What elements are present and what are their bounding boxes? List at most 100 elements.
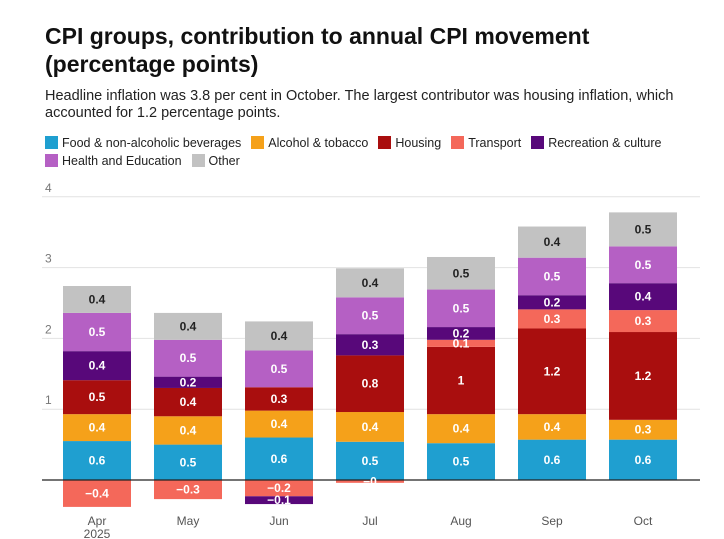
data-label: 0.3	[635, 314, 652, 328]
chart-title: CPI groups, contribution to annual CPI m…	[45, 23, 590, 77]
bar-segment	[518, 309, 586, 329]
bar-segment	[518, 295, 586, 310]
legend-item: Other	[191, 152, 240, 170]
data-label: 0.6	[89, 454, 106, 468]
bar-segment	[154, 387, 222, 417]
x-tick-sublabel: 2025	[84, 527, 111, 539]
data-label: 0.4	[180, 423, 197, 437]
x-tick-label: Apr	[88, 514, 107, 528]
legend-item: Food & non-alcoholic beverages	[45, 134, 241, 152]
data-label: 0.5	[453, 455, 470, 469]
data-label: 1.2	[544, 364, 561, 378]
data-label: 0.3	[544, 312, 561, 326]
bar-segment	[609, 310, 677, 333]
data-label: 0.5	[635, 258, 652, 272]
legend-label: Housing	[395, 136, 442, 150]
legend-label: Food & non-alcoholic beverages	[62, 136, 242, 150]
bar-segment	[245, 496, 313, 505]
data-label: 0.5	[362, 454, 379, 468]
data-label: 0.5	[89, 325, 106, 339]
x-tick-label: Jun	[269, 514, 288, 528]
legend-label: Other	[208, 154, 240, 168]
y-tick-label: 2	[45, 322, 52, 336]
bar-segment	[154, 376, 222, 388]
data-label: 0.5	[271, 362, 288, 376]
legend-swatch	[191, 154, 205, 167]
legend-item: Recreation & culture	[531, 134, 662, 152]
bar-segment	[154, 339, 222, 377]
legend-swatch	[45, 136, 58, 149]
bar-segment	[427, 414, 495, 444]
bar-segment	[63, 312, 131, 352]
bar-segment	[427, 289, 495, 328]
bar-segment	[245, 410, 313, 438]
legend-swatch	[251, 136, 265, 149]
legend-label: Recreation & culture	[548, 136, 662, 150]
data-label: 0.4	[271, 329, 288, 343]
bar-segment	[63, 480, 131, 507]
y-tick-label: 4	[45, 181, 52, 195]
bar-segment	[518, 328, 586, 415]
data-label: 0.6	[271, 452, 288, 466]
bar-segment	[609, 419, 677, 440]
data-label: 0.4	[271, 417, 288, 431]
data-label: 0.2	[544, 295, 561, 309]
data-label: 0.3	[271, 392, 288, 406]
x-tick-label: Sep	[541, 514, 563, 528]
bar-segment	[427, 256, 495, 290]
bar-segment	[63, 414, 131, 442]
bar-segment	[609, 246, 677, 284]
data-label: 0.3	[362, 338, 379, 352]
legend-item: Housing	[378, 134, 441, 152]
y-tick-label: 1	[45, 393, 52, 407]
bar-segment	[63, 380, 131, 415]
bar-segment	[336, 480, 404, 483]
bar-segment	[245, 321, 313, 351]
data-label: 0.5	[89, 390, 106, 404]
x-tick-label: Oct	[634, 514, 653, 528]
data-label: 0.5	[180, 351, 197, 365]
data-label: −0.1	[267, 493, 291, 507]
legend-swatch	[378, 136, 392, 149]
legend-item: Transport	[451, 134, 521, 152]
bar-segment	[518, 439, 586, 480]
x-tick-label: May	[177, 514, 200, 528]
data-label: 1.2	[635, 369, 652, 383]
y-tick-label: 3	[45, 252, 52, 266]
data-label: 0.5	[544, 269, 561, 283]
data-label: 1	[458, 374, 465, 388]
bar-segment	[245, 437, 313, 480]
data-label: 0.4	[180, 319, 197, 333]
data-label: 0.4	[544, 420, 561, 434]
x-tick-label: Aug	[450, 514, 471, 528]
legend-label: Health and Education	[62, 154, 182, 168]
legend-item: Health and Education	[45, 152, 182, 170]
bar-segment	[154, 416, 222, 445]
data-label: 0.4	[453, 422, 470, 436]
data-label: −0.2	[267, 481, 291, 495]
data-label: 0.6	[544, 453, 561, 467]
x-tick-label: Jul	[362, 514, 377, 528]
bar-segment	[245, 480, 313, 497]
data-label: 0.4	[362, 420, 379, 434]
data-label: 0.2	[180, 375, 197, 389]
data-label: 0.4	[180, 395, 197, 409]
bar-segment	[336, 412, 404, 442]
bar-segment	[609, 439, 677, 480]
bar-segment	[427, 346, 495, 415]
bar-segment	[154, 312, 222, 340]
bar-segment	[336, 268, 404, 298]
data-label: 0.4	[89, 421, 106, 435]
bar-segment	[63, 286, 131, 313]
data-label: 0.5	[635, 222, 652, 236]
legend-item: Alcohol & tobacco	[251, 134, 368, 152]
data-label: −0.4	[85, 486, 109, 500]
chart-subtitle: Headline inflation was 3.8 per cent in O…	[45, 88, 674, 121]
bar-segment	[609, 283, 677, 311]
bar-segment	[245, 387, 313, 411]
legend-label: Alcohol & tobacco	[268, 136, 369, 150]
chart-legend: Food & non-alcoholic beverages Alcohol & …	[45, 134, 685, 170]
bar-segment	[609, 212, 677, 247]
data-label: −0.3	[176, 483, 200, 497]
